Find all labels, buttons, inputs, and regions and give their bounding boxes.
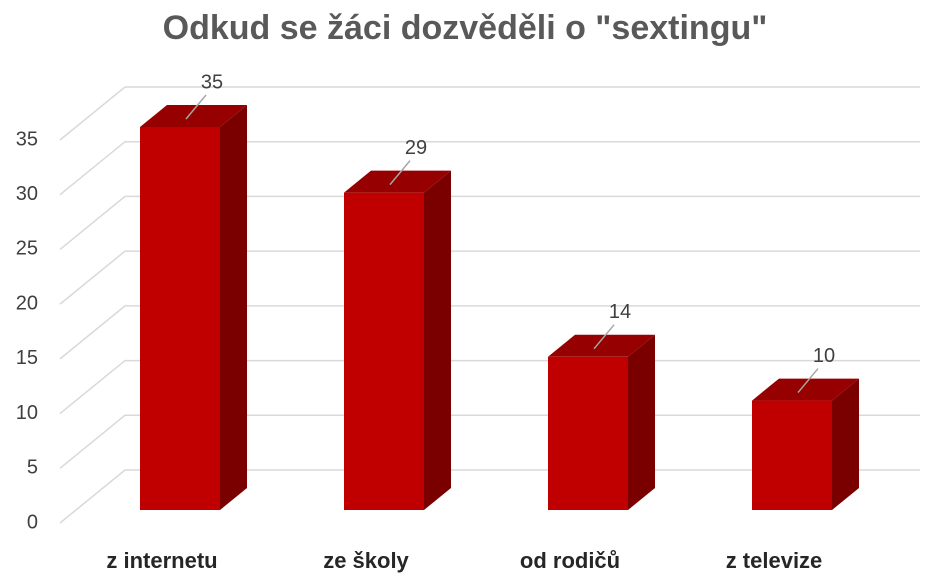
- data-label: 10: [813, 345, 835, 367]
- bar: [548, 356, 628, 510]
- data-label: 29: [405, 137, 427, 159]
- x-tick-label: ze školy: [323, 548, 409, 573]
- x-tick-label: z internetu: [106, 548, 217, 573]
- grid-line: [59, 140, 920, 196]
- y-tick-label: 35: [16, 128, 38, 150]
- grid-line: [59, 305, 920, 360]
- leader-line: [797, 368, 819, 394]
- bar-top: [548, 334, 655, 357]
- bar-side: [424, 170, 451, 510]
- leader-line: [185, 94, 207, 120]
- bar-side: [628, 334, 655, 510]
- grid-line: [59, 250, 920, 305]
- bar-side: [220, 105, 247, 510]
- y-tick-label: 20: [16, 292, 38, 314]
- grid-line: [59, 195, 920, 251]
- y-tick-label: 25: [16, 238, 38, 260]
- x-tick-label: z televize: [726, 548, 823, 573]
- grid-line: [59, 86, 920, 141]
- y-tick-label: 15: [16, 347, 38, 369]
- y-tick-label: 0: [27, 511, 38, 533]
- leader-line: [389, 160, 411, 186]
- bar: [344, 192, 424, 510]
- leader-line: [593, 324, 615, 350]
- bar: [140, 127, 220, 510]
- y-tick-label: 30: [16, 183, 38, 205]
- chart-title: Odkud se žáci dozvěděli o "sextingu": [163, 9, 768, 47]
- y-tick-label: 10: [16, 402, 38, 424]
- data-label: 35: [201, 71, 223, 93]
- x-tick-label: od rodičů: [520, 548, 620, 573]
- bar-side: [832, 378, 859, 510]
- data-label: 14: [609, 301, 631, 323]
- bar: [752, 400, 832, 510]
- y-tick-label: 5: [27, 457, 38, 479]
- bar-top: [140, 105, 247, 127]
- bar-top: [344, 170, 451, 193]
- bar-top: [752, 378, 859, 401]
